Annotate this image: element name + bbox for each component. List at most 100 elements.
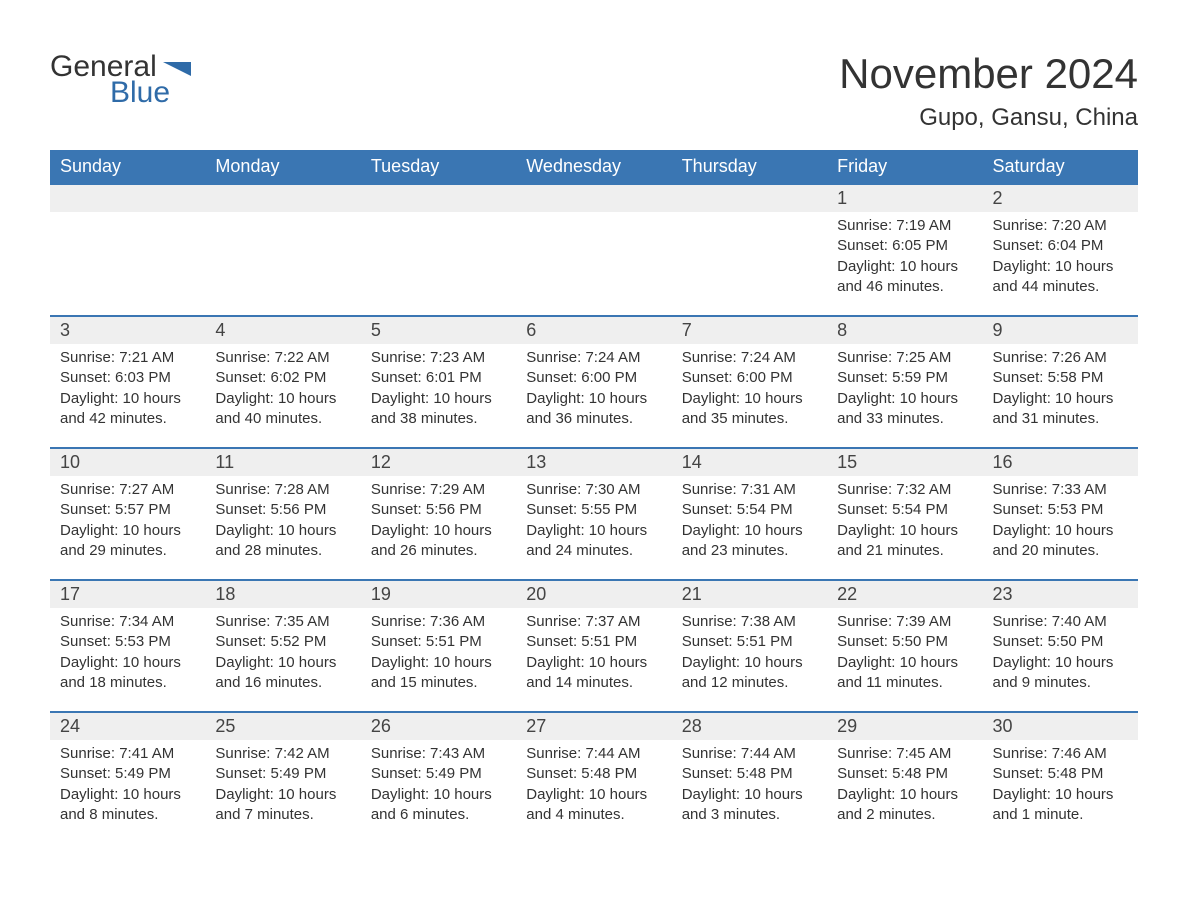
day-details: Sunrise: 7:28 AMSunset: 5:56 PMDaylight:…	[205, 476, 360, 567]
sunrise-text: Sunrise: 7:33 AM	[993, 480, 1128, 500]
day-number: 4	[205, 315, 360, 344]
calendar-cell: 25Sunrise: 7:42 AMSunset: 5:49 PMDayligh…	[205, 711, 360, 843]
day-number: 29	[827, 711, 982, 740]
daylight-text: Daylight: 10 hours and 18 minutes.	[60, 653, 195, 694]
sunrise-text: Sunrise: 7:45 AM	[837, 744, 972, 764]
day-header: Thursday	[672, 150, 827, 183]
day-details: Sunrise: 7:35 AMSunset: 5:52 PMDaylight:…	[205, 608, 360, 699]
day-number: 24	[50, 711, 205, 740]
day-details: Sunrise: 7:44 AMSunset: 5:48 PMDaylight:…	[672, 740, 827, 831]
sunset-text: Sunset: 6:01 PM	[371, 368, 506, 388]
calendar-cell: 22Sunrise: 7:39 AMSunset: 5:50 PMDayligh…	[827, 579, 982, 711]
daylight-text: Daylight: 10 hours and 31 minutes.	[993, 389, 1128, 430]
daylight-text: Daylight: 10 hours and 11 minutes.	[837, 653, 972, 694]
day-details: Sunrise: 7:21 AMSunset: 6:03 PMDaylight:…	[50, 344, 205, 435]
day-details: Sunrise: 7:24 AMSunset: 6:00 PMDaylight:…	[516, 344, 671, 435]
sunrise-text: Sunrise: 7:25 AM	[837, 348, 972, 368]
empty-day-number	[205, 183, 360, 212]
calendar-cell: 23Sunrise: 7:40 AMSunset: 5:50 PMDayligh…	[983, 579, 1138, 711]
sunrise-text: Sunrise: 7:41 AM	[60, 744, 195, 764]
day-header: Saturday	[983, 150, 1138, 183]
day-details: Sunrise: 7:34 AMSunset: 5:53 PMDaylight:…	[50, 608, 205, 699]
day-details: Sunrise: 7:43 AMSunset: 5:49 PMDaylight:…	[361, 740, 516, 831]
calendar-cell: 7Sunrise: 7:24 AMSunset: 6:00 PMDaylight…	[672, 315, 827, 447]
calendar-cell: 26Sunrise: 7:43 AMSunset: 5:49 PMDayligh…	[361, 711, 516, 843]
calendar-cell: 20Sunrise: 7:37 AMSunset: 5:51 PMDayligh…	[516, 579, 671, 711]
sunset-text: Sunset: 6:00 PM	[682, 368, 817, 388]
calendar-cell: 24Sunrise: 7:41 AMSunset: 5:49 PMDayligh…	[50, 711, 205, 843]
daylight-text: Daylight: 10 hours and 35 minutes.	[682, 389, 817, 430]
sunset-text: Sunset: 5:54 PM	[682, 500, 817, 520]
day-details: Sunrise: 7:36 AMSunset: 5:51 PMDaylight:…	[361, 608, 516, 699]
sunset-text: Sunset: 5:48 PM	[682, 764, 817, 784]
sunrise-text: Sunrise: 7:32 AM	[837, 480, 972, 500]
page-title: November 2024	[839, 50, 1138, 98]
day-number: 30	[983, 711, 1138, 740]
title-block: November 2024 Gupo, Gansu, China	[839, 50, 1138, 132]
sunset-text: Sunset: 5:48 PM	[837, 764, 972, 784]
calendar-cell: 11Sunrise: 7:28 AMSunset: 5:56 PMDayligh…	[205, 447, 360, 579]
sunrise-text: Sunrise: 7:42 AM	[215, 744, 350, 764]
calendar-cell	[672, 183, 827, 315]
sunset-text: Sunset: 5:53 PM	[60, 632, 195, 652]
brand-logo: General Blue	[50, 50, 191, 110]
calendar-cell: 17Sunrise: 7:34 AMSunset: 5:53 PMDayligh…	[50, 579, 205, 711]
calendar-cell: 15Sunrise: 7:32 AMSunset: 5:54 PMDayligh…	[827, 447, 982, 579]
calendar-cell: 12Sunrise: 7:29 AMSunset: 5:56 PMDayligh…	[361, 447, 516, 579]
day-number: 14	[672, 447, 827, 476]
daylight-text: Daylight: 10 hours and 16 minutes.	[215, 653, 350, 694]
empty-day-number	[50, 183, 205, 212]
sunset-text: Sunset: 5:56 PM	[371, 500, 506, 520]
day-details: Sunrise: 7:20 AMSunset: 6:04 PMDaylight:…	[983, 212, 1138, 303]
day-details: Sunrise: 7:25 AMSunset: 5:59 PMDaylight:…	[827, 344, 982, 435]
daylight-text: Daylight: 10 hours and 12 minutes.	[682, 653, 817, 694]
sunset-text: Sunset: 6:05 PM	[837, 236, 972, 256]
sunrise-text: Sunrise: 7:20 AM	[993, 216, 1128, 236]
daylight-text: Daylight: 10 hours and 8 minutes.	[60, 785, 195, 826]
day-details: Sunrise: 7:27 AMSunset: 5:57 PMDaylight:…	[50, 476, 205, 567]
day-details: Sunrise: 7:39 AMSunset: 5:50 PMDaylight:…	[827, 608, 982, 699]
day-number: 17	[50, 579, 205, 608]
sunrise-text: Sunrise: 7:27 AM	[60, 480, 195, 500]
day-details: Sunrise: 7:40 AMSunset: 5:50 PMDaylight:…	[983, 608, 1138, 699]
calendar-week: 1Sunrise: 7:19 AMSunset: 6:05 PMDaylight…	[50, 183, 1138, 315]
calendar-cell: 2Sunrise: 7:20 AMSunset: 6:04 PMDaylight…	[983, 183, 1138, 315]
sunrise-text: Sunrise: 7:36 AM	[371, 612, 506, 632]
sunset-text: Sunset: 6:04 PM	[993, 236, 1128, 256]
sunset-text: Sunset: 5:58 PM	[993, 368, 1128, 388]
calendar-cell: 19Sunrise: 7:36 AMSunset: 5:51 PMDayligh…	[361, 579, 516, 711]
sunset-text: Sunset: 5:51 PM	[682, 632, 817, 652]
sunrise-text: Sunrise: 7:40 AM	[993, 612, 1128, 632]
day-details: Sunrise: 7:32 AMSunset: 5:54 PMDaylight:…	[827, 476, 982, 567]
day-number: 10	[50, 447, 205, 476]
sunset-text: Sunset: 5:50 PM	[837, 632, 972, 652]
daylight-text: Daylight: 10 hours and 26 minutes.	[371, 521, 506, 562]
daylight-text: Daylight: 10 hours and 14 minutes.	[526, 653, 661, 694]
day-details: Sunrise: 7:41 AMSunset: 5:49 PMDaylight:…	[50, 740, 205, 831]
sunset-text: Sunset: 5:59 PM	[837, 368, 972, 388]
daylight-text: Daylight: 10 hours and 44 minutes.	[993, 257, 1128, 298]
calendar-cell	[205, 183, 360, 315]
day-header: Friday	[827, 150, 982, 183]
day-details: Sunrise: 7:44 AMSunset: 5:48 PMDaylight:…	[516, 740, 671, 831]
location-subtitle: Gupo, Gansu, China	[839, 104, 1138, 132]
sunrise-text: Sunrise: 7:44 AM	[526, 744, 661, 764]
calendar-cell: 29Sunrise: 7:45 AMSunset: 5:48 PMDayligh…	[827, 711, 982, 843]
day-details: Sunrise: 7:31 AMSunset: 5:54 PMDaylight:…	[672, 476, 827, 567]
page-header: General Blue November 2024 Gupo, Gansu, …	[50, 50, 1138, 132]
day-number: 20	[516, 579, 671, 608]
calendar-cell	[50, 183, 205, 315]
day-header: Tuesday	[361, 150, 516, 183]
sunrise-text: Sunrise: 7:30 AM	[526, 480, 661, 500]
day-number: 2	[983, 183, 1138, 212]
sunrise-text: Sunrise: 7:43 AM	[371, 744, 506, 764]
calendar-cell: 5Sunrise: 7:23 AMSunset: 6:01 PMDaylight…	[361, 315, 516, 447]
sunrise-text: Sunrise: 7:24 AM	[526, 348, 661, 368]
calendar-cell	[516, 183, 671, 315]
day-header: Wednesday	[516, 150, 671, 183]
daylight-text: Daylight: 10 hours and 46 minutes.	[837, 257, 972, 298]
daylight-text: Daylight: 10 hours and 15 minutes.	[371, 653, 506, 694]
empty-day-number	[672, 183, 827, 212]
sunset-text: Sunset: 6:02 PM	[215, 368, 350, 388]
day-details: Sunrise: 7:30 AMSunset: 5:55 PMDaylight:…	[516, 476, 671, 567]
